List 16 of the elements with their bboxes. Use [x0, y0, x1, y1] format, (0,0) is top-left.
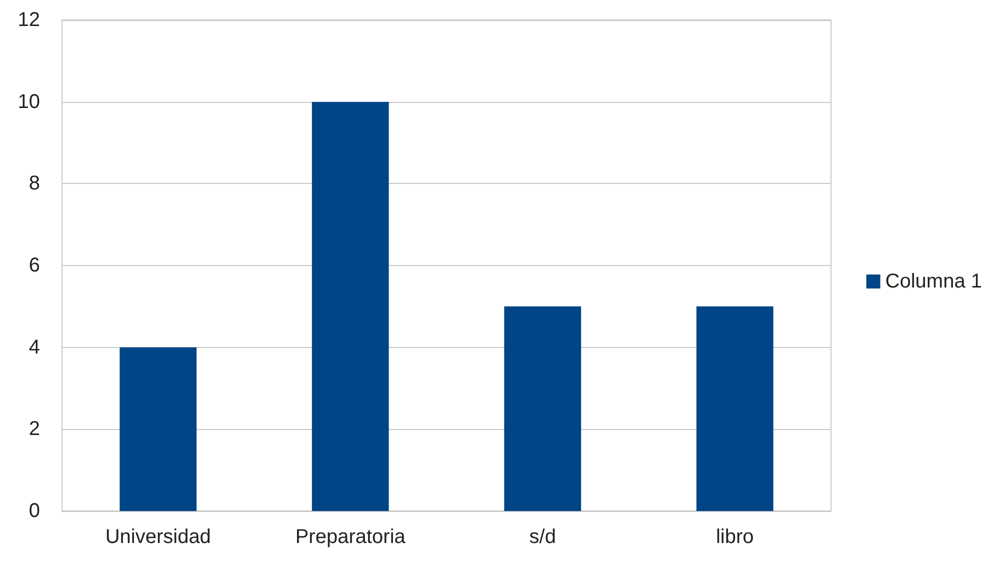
x-tick-label: s/d [529, 526, 556, 548]
y-tick-label: 2 [28, 418, 40, 440]
bar [504, 306, 582, 511]
x-tick-label: Preparatoria [295, 526, 406, 548]
y-tick-label: 10 [18, 90, 40, 113]
bar [312, 102, 389, 511]
y-tick-label: 6 [28, 254, 40, 276]
bar [120, 347, 197, 511]
y-tick-label: 0 [28, 500, 40, 522]
x-tick-label: libro [716, 526, 754, 548]
y-tick-label: 12 [18, 9, 40, 31]
legend-label: Columna 1 [885, 270, 982, 292]
bar [696, 306, 774, 511]
y-tick-label: 4 [28, 336, 40, 358]
y-tick-label: 8 [28, 172, 40, 195]
x-tick-label: Universidad [105, 526, 211, 548]
